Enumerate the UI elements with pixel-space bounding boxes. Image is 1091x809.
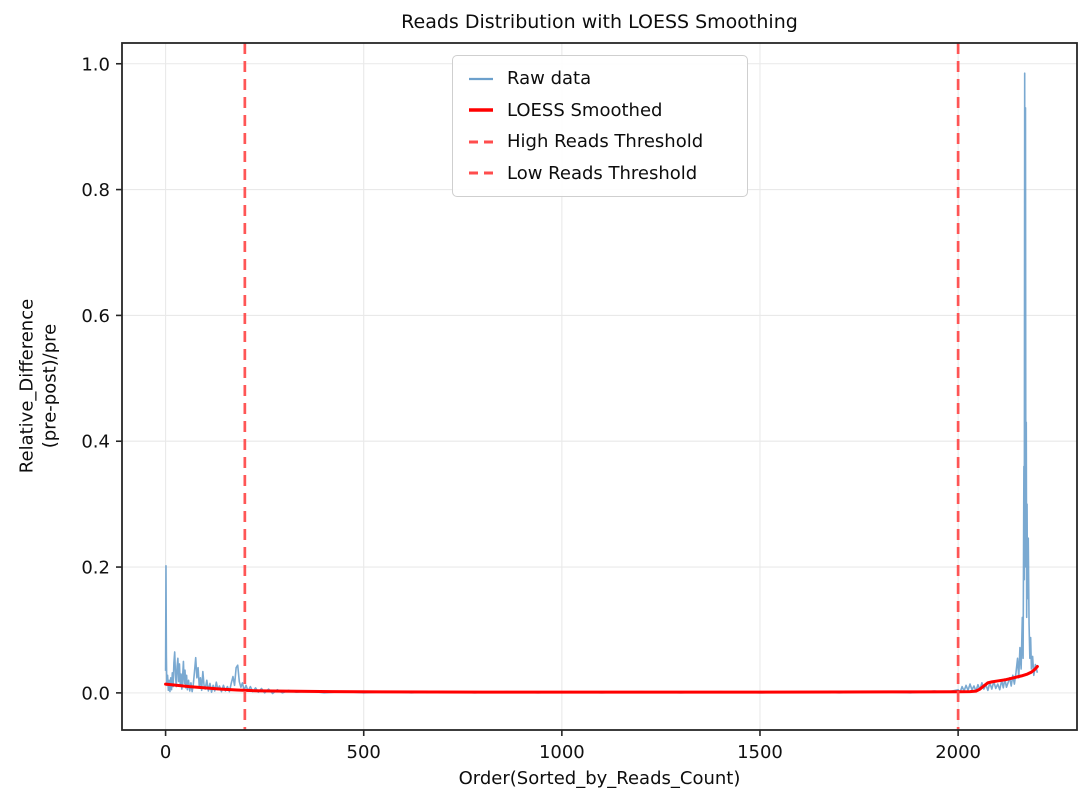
legend: Raw data LOESS Smoothed High Reads Thres… [452, 55, 748, 197]
dashed-line-icon [469, 140, 493, 144]
chart-title: Reads Distribution with LOESS Smoothing [401, 11, 798, 33]
legend-label: LOESS Smoothed [507, 99, 663, 121]
svg-text:0.8: 0.8 [81, 180, 110, 201]
legend-item-low-reads-threshold: Low Reads Threshold [465, 158, 735, 189]
svg-text:0: 0 [160, 742, 171, 763]
dashed-line-icon [469, 171, 493, 175]
svg-text:500: 500 [347, 742, 381, 763]
svg-text:0.2: 0.2 [81, 558, 110, 579]
svg-text:1.0: 1.0 [81, 54, 110, 75]
svg-text:0.0: 0.0 [81, 683, 110, 704]
svg-text:1500: 1500 [737, 742, 783, 763]
svg-text:0.6: 0.6 [81, 306, 110, 327]
svg-text:0.4: 0.4 [81, 432, 110, 453]
legend-item-loess-smoothed: LOESS Smoothed [465, 95, 735, 126]
y-axis-label: Relative_Difference (pre-post)/pre [16, 298, 61, 474]
loess-line-icon [469, 108, 493, 112]
legend-label: High Reads Threshold [507, 131, 704, 153]
legend-item-high-reads-threshold: High Reads Threshold [465, 126, 735, 157]
raw-data-line-icon [469, 77, 493, 80]
legend-item-raw-data: Raw data [465, 63, 735, 94]
svg-text:2000: 2000 [935, 742, 981, 763]
x-axis-label: Order(Sorted_by_Reads_Count) [458, 768, 741, 789]
legend-label: Low Reads Threshold [507, 162, 698, 184]
legend-label: Raw data [507, 68, 592, 89]
svg-text:1000: 1000 [539, 742, 585, 763]
